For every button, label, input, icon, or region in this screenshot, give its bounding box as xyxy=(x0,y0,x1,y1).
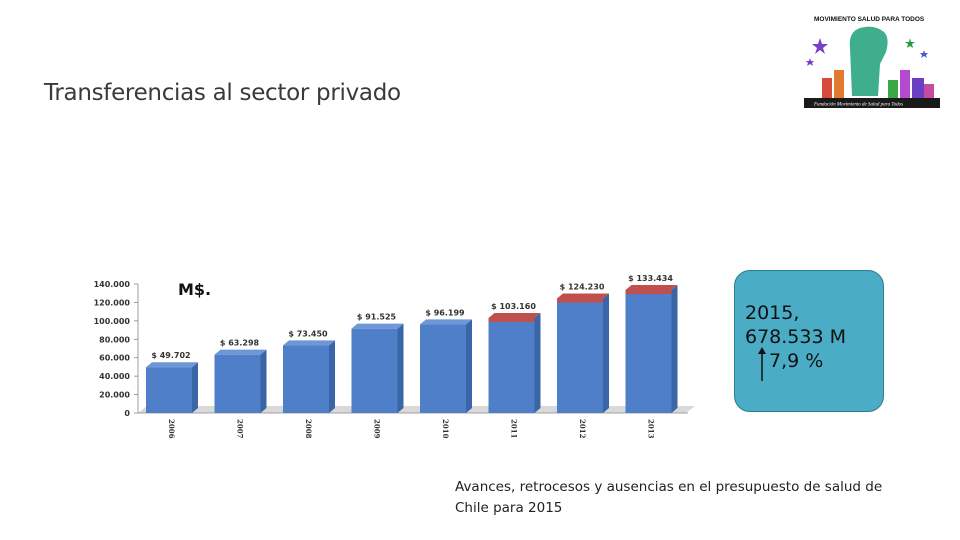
x-tick-label: 2011 xyxy=(510,419,519,439)
x-tick-label: 2009 xyxy=(373,419,382,439)
bar-data-label: $ 63.298 xyxy=(220,339,260,348)
bar xyxy=(146,367,192,413)
star-icon xyxy=(812,38,828,54)
bar-data-label: $ 133.434 xyxy=(628,274,673,283)
y-tick-label: 40.000 xyxy=(99,372,130,381)
bar-side xyxy=(603,293,609,413)
bar-side xyxy=(466,319,472,413)
x-tick-label: 2010 xyxy=(441,419,450,439)
bar-top xyxy=(488,312,541,318)
bar-data-label: $ 96.199 xyxy=(425,308,465,317)
bar-top xyxy=(420,319,472,325)
star-icon xyxy=(905,38,915,48)
bar-top xyxy=(557,293,609,299)
bar-top xyxy=(351,323,404,329)
bar xyxy=(214,354,261,413)
y-tick-label: 60.000 xyxy=(99,354,130,363)
y-tick-label: 20.000 xyxy=(99,391,130,400)
x-tick-label: 2013 xyxy=(647,419,656,439)
summary-callout: 2015, 678.533 M 7,9 % xyxy=(734,270,884,412)
slide-title: Transferencias al sector privado xyxy=(44,80,401,106)
bar-side xyxy=(260,349,267,413)
y-tick-label: 140.000 xyxy=(94,280,131,289)
bar-red-cap xyxy=(557,298,603,303)
bar-data-label: $ 73.450 xyxy=(288,329,328,338)
up-arrow-icon xyxy=(758,347,766,381)
bar xyxy=(488,317,535,413)
y-tick-label: 80.000 xyxy=(99,335,130,344)
bar xyxy=(283,345,329,413)
raised-fist-icon xyxy=(849,26,888,97)
x-tick-label: 2007 xyxy=(236,419,245,439)
star-icon xyxy=(920,50,928,58)
y-tick-label: 0 xyxy=(124,409,130,418)
bar-top xyxy=(214,349,267,355)
bar-side xyxy=(397,323,404,413)
y-tick-label: 100.000 xyxy=(94,317,131,326)
bar xyxy=(557,298,603,413)
bar-data-label: $ 91.525 xyxy=(357,313,397,322)
transfer-bar-chart: M$. 0 20.000 40.000 60.000 80.000 100.000 120.… xyxy=(94,274,695,439)
bar-side xyxy=(192,362,198,413)
bar-data-label: $ 103.160 xyxy=(491,302,536,311)
bar-data-label: $ 49.702 xyxy=(151,351,190,360)
logo-text-top: MOVIMIENTO SALUD PARA TODOS xyxy=(814,16,925,23)
callout-amount: 678.533 M xyxy=(745,326,847,348)
callout-percentage: 7,9 % xyxy=(769,350,824,372)
bar-top xyxy=(625,285,678,291)
bar-top xyxy=(283,340,335,346)
bar xyxy=(351,328,398,413)
bar-top xyxy=(146,362,198,368)
logo-text-bottom: Fundación Movimiento de Salud para Todos xyxy=(813,103,903,108)
x-tick-label: 2012 xyxy=(578,419,587,439)
x-tick-label: 2006 xyxy=(167,419,176,439)
bar-red-cap xyxy=(625,290,672,295)
movimiento-salud-logo: MOVIMIENTO SALUD PARA TODOS Fundación Mo… xyxy=(804,16,940,108)
star-icon xyxy=(806,58,814,66)
bar xyxy=(420,324,466,413)
callout-percentage-row: 7,9 % xyxy=(745,347,883,381)
bar-red-cap xyxy=(488,317,535,322)
bar-data-label: $ 124.230 xyxy=(560,283,605,292)
bar-side xyxy=(671,285,678,413)
x-tick-label: 2008 xyxy=(304,419,313,439)
source-caption: Avances, retrocesos y ausencias en el pr… xyxy=(455,479,883,516)
callout-year: 2015, xyxy=(745,302,800,324)
bar-side xyxy=(534,312,541,413)
bar-side xyxy=(329,340,335,413)
chart-floor xyxy=(138,406,695,413)
bar xyxy=(625,290,672,413)
chart-unit-label: M$. xyxy=(178,280,211,299)
y-tick-label: 120.000 xyxy=(94,298,131,307)
